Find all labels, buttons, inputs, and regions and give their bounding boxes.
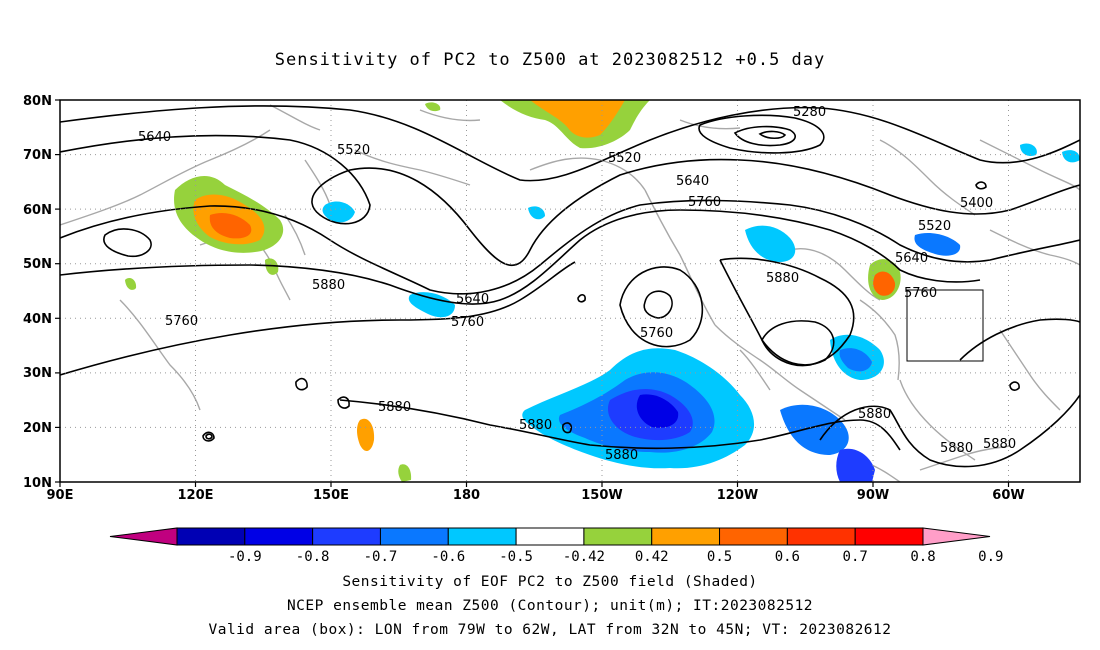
contour-label: 5880: [983, 437, 1016, 452]
colorbar-label: 0.5: [707, 549, 732, 565]
contour-label: 5880: [378, 400, 411, 415]
colorbar-box: [176, 527, 246, 546]
lon-label: 120E: [177, 488, 213, 503]
axis-ticks: [55, 99, 1010, 487]
contour-label: 5400: [960, 196, 993, 211]
colorbar-label: -0.9: [228, 549, 262, 565]
contour-label: 5880: [766, 271, 799, 286]
contour-label: 5520: [918, 219, 951, 234]
z500-contours: [60, 105, 1080, 468]
colorbar-label: 0.8: [910, 549, 935, 565]
positive-sensitivity-shading: [125, 100, 901, 482]
contour-label: 5520: [608, 151, 641, 166]
map-title: Sensitivity of PC2 to Z500 at 2023082512…: [274, 50, 826, 70]
grid-lines: [60, 100, 1080, 482]
colorbar-label: -0.8: [296, 549, 330, 565]
colorbar-box: [651, 527, 721, 546]
contour-label: 5880: [312, 278, 345, 293]
colorbar-box: [447, 527, 517, 546]
colorbar-label: -0.6: [431, 549, 465, 565]
contour-label: 5880: [519, 418, 552, 433]
contour-label: 5880: [858, 407, 891, 422]
contour-label: 5280: [793, 105, 826, 120]
lat-label: 80N: [23, 94, 52, 109]
lat-label: 70N: [23, 148, 52, 163]
colorbar-label: 0.7: [843, 549, 868, 565]
colorbar-label: 0.9: [978, 549, 1003, 565]
colorbar-box: [854, 527, 924, 546]
lat-label: 60N: [23, 203, 52, 218]
colorbar-lower-extension: [109, 527, 178, 546]
colorbar: -0.9 -0.8 -0.7 -0.6 -0.5 -0.42 0.42 0.5 0.6 0.7 0.…: [109, 527, 1003, 565]
latitude-labels: 80N 70N 60N 50N 40N 30N 20N 10N: [23, 94, 52, 491]
colorbar-label: -0.42: [563, 549, 605, 565]
colorbar-label: 0.42: [635, 549, 669, 565]
caption-line-3: Valid area (box): LON from 79W to 62W, L…: [208, 622, 892, 638]
plot-frame: [59, 99, 1081, 483]
contour-label: 5760: [688, 195, 721, 210]
longitude-labels: 90E 120E 150E 180 150W 120W 90W 60W: [47, 488, 1025, 503]
lon-label: 120W: [717, 488, 758, 503]
colorbar-box: [583, 527, 653, 546]
lat-label: 20N: [23, 421, 52, 436]
colorbar-box: [786, 527, 856, 546]
colorbar-box: [312, 527, 381, 546]
colorbar-box: [244, 527, 314, 546]
lat-label: 30N: [23, 366, 52, 381]
lon-label: 150E: [313, 488, 349, 503]
lon-label: 90E: [47, 488, 74, 503]
colorbar-label: -0.5: [499, 549, 533, 565]
lon-label: 150W: [581, 488, 622, 503]
contour-label: 5880: [940, 441, 973, 456]
lon-label: 180: [453, 488, 480, 503]
lat-label: 40N: [23, 312, 52, 327]
caption-line-1: Sensitivity of EOF PC2 to Z500 field (Sh…: [342, 574, 758, 590]
contour-label: 5640: [676, 174, 709, 189]
contour-label: 5880: [605, 448, 638, 463]
coastlines: [60, 104, 1080, 482]
contour-label: 5760: [451, 315, 484, 330]
contour-label: 5760: [640, 326, 673, 341]
contour-label-group: 5640 5520 5280 5520 5640 5760 5400 5520 …: [138, 105, 1016, 463]
contour-label: 5640: [456, 292, 489, 307]
contour-label: 5640: [138, 130, 171, 145]
contour-label: 5520: [337, 143, 370, 158]
lon-label: 60W: [992, 488, 1024, 503]
lon-label: 90W: [857, 488, 889, 503]
colorbar-upper-extension: [922, 527, 991, 546]
contour-label: 5760: [165, 314, 198, 329]
negative-sensitivity-shading: [322, 143, 1080, 482]
colorbar-box: [515, 527, 585, 546]
caption-line-2: NCEP ensemble mean Z500 (Contour); unit(…: [286, 598, 814, 614]
colorbar-label: 0.6: [775, 549, 800, 565]
lat-label: 10N: [23, 476, 52, 491]
colorbar-box: [719, 527, 788, 546]
lat-label: 50N: [23, 257, 52, 272]
colorbar-box: [379, 527, 449, 546]
contour-label: 5640: [895, 251, 928, 266]
valid-area-box: [906, 289, 984, 362]
colorbar-label: -0.7: [364, 549, 398, 565]
contour-label: 5760: [904, 286, 937, 301]
